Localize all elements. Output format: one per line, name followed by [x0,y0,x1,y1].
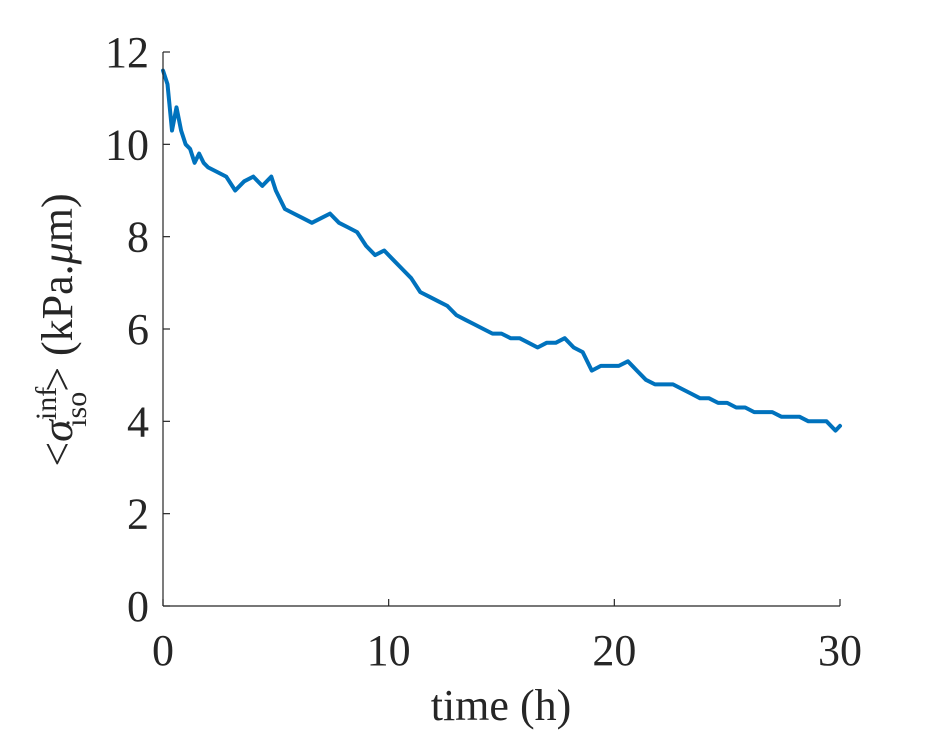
x-tick-label: 10 [367,626,411,675]
y-tick-label: 0 [127,582,149,631]
y-axis-label: <σinfiso> (kPa.μm) [30,193,93,466]
x-axis-label: time (h) [431,681,572,730]
ylabel-left-bracket: < [33,442,82,467]
y-tick-label: 2 [127,490,149,539]
ylabel-unit-end: m) [33,193,82,242]
series-layer [161,68,842,433]
series-line [161,68,842,433]
y-tick-label: 10 [105,120,149,169]
x-tick-label: 30 [818,626,862,675]
svg-text:<σinfiso> (kPa.μm): <σinfiso> (kPa.μm) [30,193,93,466]
ylabel-sigma: σ [33,418,82,442]
y-tick-label: 6 [127,305,149,354]
y-tick-label: 12 [105,28,149,77]
ylabel-unit-mu: μ [33,242,82,265]
ylabel-right-bracket: > [33,367,82,392]
ylabel-unit: (kPa. [33,264,82,367]
x-tick-label: 0 [152,626,174,675]
y-tick-label: 8 [127,213,149,262]
axes-layer: 0 10 20 30 0 2 4 6 8 10 12 [105,28,862,675]
x-tick-label: 20 [592,626,636,675]
y-tick-label: 4 [127,397,149,446]
ylabel-superscript: inf [30,387,63,420]
ylabel-subscript: iso [60,392,93,427]
